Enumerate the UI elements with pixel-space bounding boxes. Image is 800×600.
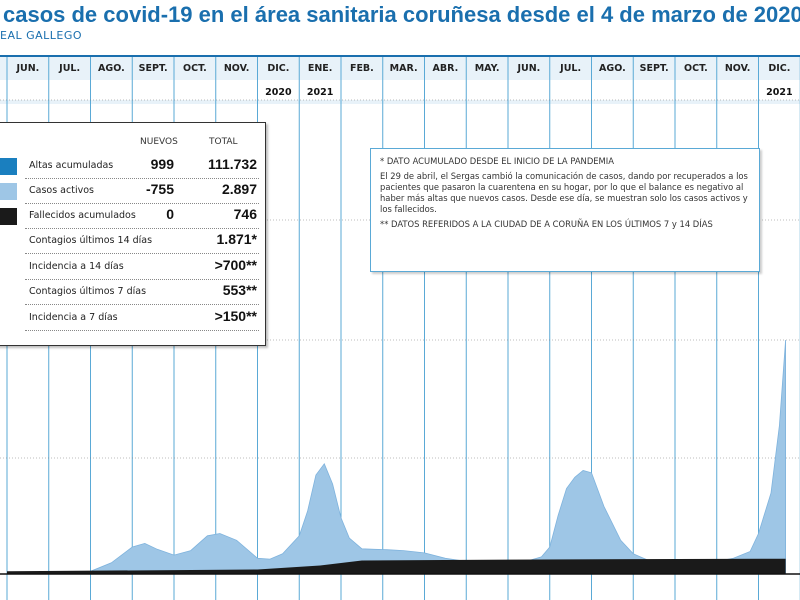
month-label: JUL.	[58, 63, 80, 74]
legend-row: Contagios últimos 7 días 553**	[0, 281, 267, 305]
notes-box: * DATO ACUMULADO DESDE EL INICIO DE LA P…	[370, 148, 760, 272]
legend-row: Casos activos -755 2.897	[0, 180, 267, 204]
legend-header-total: TOTAL	[209, 137, 238, 147]
legend-total-value: >700**	[214, 257, 257, 273]
month-label: AGO.	[599, 63, 626, 74]
month-label: MAR.	[390, 63, 418, 74]
note-cumulative: * DATO ACUMULADO DESDE EL INICIO DE LA P…	[380, 156, 614, 166]
legend-total-value: 2.897	[221, 181, 257, 197]
legend-total-value: 553**	[222, 282, 257, 298]
legend-separator	[25, 203, 259, 204]
month-label: NOV.	[224, 63, 250, 74]
year-label: 2021	[307, 87, 333, 98]
month-label: FEB.	[350, 63, 374, 74]
note-city-data: ** DATOS REFERIDOS A LA CIUDAD DE A CORU…	[380, 219, 713, 229]
year-label: 2021	[766, 87, 792, 98]
month-labels: JUN. JUL. AGO. SEPT. OCT. NOV. DIC. ENE. FEB. MAR…	[15, 63, 790, 74]
legend-nuevos-value: 0	[166, 206, 174, 222]
legend-separator	[25, 279, 259, 280]
legend-total-value: 1.871*	[216, 231, 257, 247]
legend-row: Fallecidos acumulados 0 746	[0, 205, 267, 229]
legend-nuevos-value: -755	[145, 181, 174, 197]
legend-separator	[25, 330, 259, 331]
legend-swatch	[0, 158, 17, 175]
legend-row: Incidencia a 7 días >150**	[0, 307, 267, 331]
year-labels: 2020 2021 2021	[265, 87, 792, 98]
month-label: ENE.	[308, 63, 333, 74]
legend-label: Altas acumuladas	[29, 160, 114, 171]
month-label: DIC.	[267, 63, 289, 74]
note-sergas-change: El 29 de abril, el Sergas cambió la comu…	[380, 171, 748, 214]
legend-header-nuevos: NUEVOS	[140, 137, 178, 147]
month-label: JUL.	[559, 63, 581, 74]
legend-label: Incidencia a 14 días	[29, 261, 124, 272]
legend-swatch	[0, 208, 17, 225]
subheader-band	[0, 80, 800, 100]
legend-separator	[25, 228, 259, 229]
legend-label: Contagios últimos 14 días	[29, 235, 153, 246]
legend-label: Incidencia a 7 días	[29, 312, 118, 323]
month-label: OCT.	[183, 63, 207, 74]
month-label: SEPT.	[139, 63, 168, 74]
month-label: MAY.	[475, 63, 500, 74]
legend-separator	[25, 304, 259, 305]
data-areas	[0, 339, 800, 575]
area-activos	[6, 339, 786, 575]
legend-panel: NUEVOS TOTAL Altas acumuladas 999 111.732 C…	[0, 122, 266, 346]
source-label: EAL GALLEGO	[0, 29, 83, 42]
legend-row: Incidencia a 14 días >700**	[0, 256, 267, 280]
legend-swatch	[0, 183, 17, 200]
legend-row: Altas acumuladas 999 111.732	[0, 155, 267, 179]
legend-total-value: 111.732	[207, 156, 257, 172]
month-label: ABR.	[433, 63, 459, 74]
legend-separator	[25, 178, 259, 179]
month-label: SEPT.	[640, 63, 669, 74]
year-label: 2020	[265, 87, 292, 98]
legend-row: Contagios últimos 14 días 1.871*	[0, 230, 267, 254]
chart-title: casos de covid-19 en el área sanitaria c…	[3, 2, 800, 27]
top-rule	[0, 55, 800, 57]
legend-total-value: 746	[233, 206, 257, 222]
month-label: JUN.	[15, 63, 39, 74]
month-label: AGO.	[98, 63, 125, 74]
legend-label: Contagios últimos 7 días	[29, 286, 147, 297]
legend-label: Fallecidos acumulados	[29, 210, 136, 221]
month-label: JUN.	[516, 63, 540, 74]
legend-label: Casos activos	[29, 185, 94, 196]
area-fallecidos	[7, 558, 786, 574]
legend-separator	[25, 253, 259, 254]
legend-nuevos-value: 999	[150, 156, 174, 172]
month-label: NOV.	[725, 63, 751, 74]
month-label: OCT.	[684, 63, 708, 74]
legend-total-value: >150**	[214, 308, 257, 324]
month-label: DIC.	[768, 63, 790, 74]
